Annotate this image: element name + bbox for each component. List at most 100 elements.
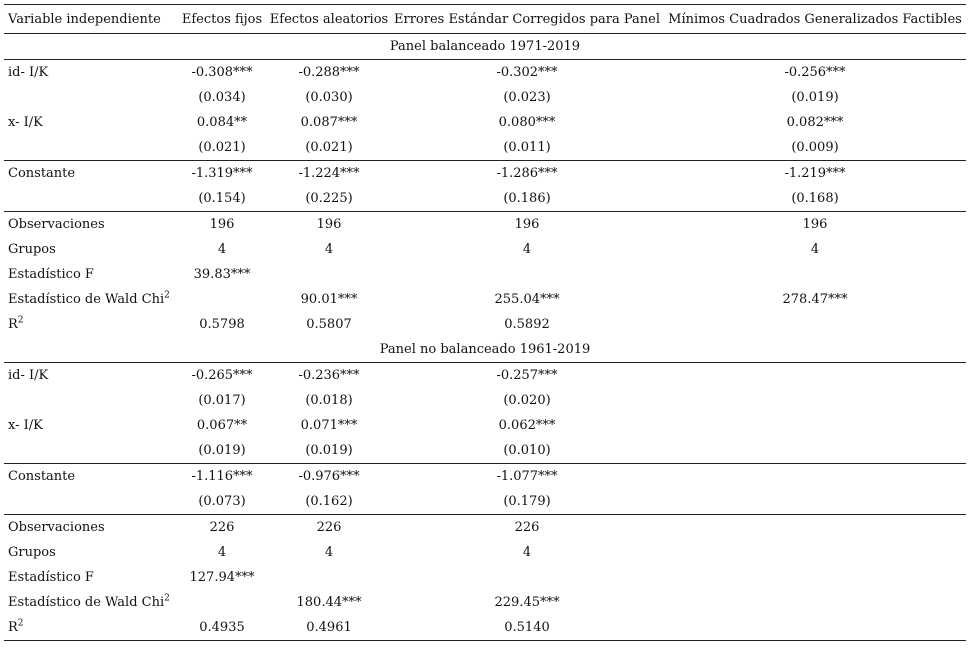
row-id: id- I/K -0.265*** -0.236*** -0.257*** <box>4 363 966 389</box>
row-observations: Observaciones 226 226 226 <box>4 514 966 540</box>
table-cell: 0.4935 <box>176 615 268 641</box>
row-label-text: Grupos <box>8 242 56 257</box>
table-cell: 196 <box>664 211 966 237</box>
table-cell: (0.154) <box>198 191 246 206</box>
table-cell: (0.009) <box>791 140 839 155</box>
row-x-se: (0.019) (0.019) (0.010) <box>4 438 966 464</box>
row-label-text: R <box>8 620 18 635</box>
table-cell: 226 <box>176 514 268 540</box>
table-cell: 0.5892 <box>504 317 550 332</box>
table-cell: -1.224*** <box>268 160 390 186</box>
table-cell: 0.067** <box>196 418 248 433</box>
row-constant: Constante -1.116*** -0.976*** -1.077*** <box>4 463 966 489</box>
regression-table-container: Variable independiente Efectos fijos Efe… <box>4 4 966 641</box>
table-cell: -0.256*** <box>784 65 846 80</box>
row-label: R2 <box>4 312 176 337</box>
table-cell <box>268 565 390 590</box>
table-cell: 4 <box>217 242 227 257</box>
table-cell: 226 <box>268 514 390 540</box>
table-cell: 4 <box>217 545 227 560</box>
row-label-text: Estadístico F <box>8 570 94 585</box>
table-cell <box>664 363 966 389</box>
table-cell: 229.45*** <box>494 595 560 610</box>
row-label: Grupos <box>4 237 176 262</box>
row-id-se: (0.034) (0.030) (0.023) (0.019) <box>4 85 966 110</box>
table-cell <box>664 590 966 615</box>
table-cell: 39.83*** <box>193 267 251 282</box>
table-cell: (0.179) <box>503 494 551 509</box>
header-row: Variable independiente Efectos fijos Efe… <box>4 4 966 34</box>
row-label-text: Estadístico de Wald Chi <box>8 292 165 307</box>
table-cell: 278.47*** <box>782 292 848 307</box>
row-id-se: (0.017) (0.018) (0.020) <box>4 388 966 413</box>
table-cell: (0.010) <box>503 443 551 458</box>
table-cell: -0.236*** <box>298 368 360 383</box>
row-wald: Estadístico de Wald Chi2 180.44*** 229.45*… <box>4 590 966 615</box>
row-label: Constante <box>4 463 176 489</box>
table-cell: (0.073) <box>198 494 246 509</box>
panel-title-row: Panel no balanceado 1961-2019 <box>4 337 966 363</box>
table-cell <box>390 262 664 287</box>
row-label-text: Grupos <box>8 545 56 560</box>
row-label-text: Observaciones <box>8 217 105 232</box>
table-cell: (0.186) <box>503 191 551 206</box>
row-label: Observaciones <box>4 211 176 237</box>
table-cell: 255.04*** <box>494 292 560 307</box>
row-label: Estadístico F <box>4 262 176 287</box>
table-cell <box>268 262 390 287</box>
table-cell: 4 <box>522 242 532 257</box>
row-label <box>4 388 176 413</box>
table-cell: 0.071*** <box>300 418 358 433</box>
table-cell: (0.019) <box>198 443 246 458</box>
table-cell: (0.168) <box>791 191 839 206</box>
superscript: 2 <box>164 593 170 604</box>
table-cell <box>176 590 268 615</box>
table-cell: -0.288*** <box>298 65 360 80</box>
row-label: R2 <box>4 615 176 641</box>
table-cell: 196 <box>268 211 390 237</box>
row-groups: Grupos 4 4 4 <box>4 540 966 565</box>
panel-title: Panel no balanceado 1961-2019 <box>4 337 966 363</box>
table-cell: -0.976*** <box>268 463 390 489</box>
table-cell <box>664 388 966 413</box>
table-cell: -1.319*** <box>176 160 268 186</box>
row-label-text: Estadístico F <box>8 267 94 282</box>
superscript: 2 <box>17 315 24 326</box>
table-cell: 0.5807 <box>306 317 352 332</box>
header-pcse: Errores Estándar Corregidos para Panel <box>390 4 664 34</box>
table-cell: 0.5798 <box>199 317 245 332</box>
table-cell <box>664 540 966 565</box>
row-label: Estadístico de Wald Chi2 <box>4 287 176 312</box>
table-cell: -0.308*** <box>191 65 253 80</box>
table-cell <box>390 565 664 590</box>
table-cell: 0.062*** <box>498 418 556 433</box>
table-cell <box>664 312 966 337</box>
row-label: Observaciones <box>4 514 176 540</box>
table-cell: (0.019) <box>305 443 353 458</box>
table-cell <box>664 262 966 287</box>
table-cell: 4 <box>324 242 334 257</box>
table-cell: 0.084** <box>196 115 248 130</box>
row-label: Estadístico de Wald Chi2 <box>4 590 176 615</box>
table-cell: 0.080*** <box>498 115 556 130</box>
row-f-stat: Estadístico F 39.83*** <box>4 262 966 287</box>
regression-table: Variable independiente Efectos fijos Efe… <box>4 4 966 641</box>
row-label <box>4 85 176 110</box>
row-label-text: Observaciones <box>8 520 105 535</box>
row-wald: Estadístico de Wald Chi2 90.01*** 255.04**… <box>4 287 966 312</box>
table-cell <box>664 438 966 464</box>
table-cell: (0.017) <box>198 393 246 408</box>
row-label: x- I/K <box>4 413 176 438</box>
table-cell: (0.020) <box>503 393 551 408</box>
table-cell: 226 <box>390 514 664 540</box>
table-cell <box>664 489 966 515</box>
table-cell: 4 <box>522 545 532 560</box>
table-cell <box>664 413 966 438</box>
row-label: Estadístico F <box>4 565 176 590</box>
table-cell: -1.077*** <box>390 463 664 489</box>
header-random-effects: Efectos aleatorios <box>268 4 390 34</box>
row-label: id- I/K <box>4 363 176 389</box>
row-r2: R2 0.4935 0.4961 0.5140 <box>4 615 966 641</box>
table-cell: 4 <box>324 545 334 560</box>
table-cell: 180.44*** <box>296 595 362 610</box>
